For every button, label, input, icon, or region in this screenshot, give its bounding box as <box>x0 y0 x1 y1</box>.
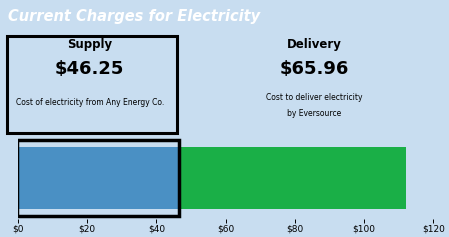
Bar <box>17 140 179 216</box>
Bar <box>178 147 406 209</box>
Text: by Eversource: by Eversource <box>287 109 341 118</box>
Text: $46.25: $46.25 <box>55 60 124 78</box>
Text: Supply: Supply <box>67 38 112 51</box>
Text: Current Charges for Electricity: Current Charges for Electricity <box>8 9 260 23</box>
Bar <box>18 147 178 209</box>
Text: $65.96: $65.96 <box>280 60 349 78</box>
FancyBboxPatch shape <box>7 36 177 133</box>
Text: Cost of electricity from Any Energy Co.: Cost of electricity from Any Energy Co. <box>16 98 164 107</box>
Text: Cost to deliver electricity: Cost to deliver electricity <box>266 93 362 102</box>
Text: Delivery: Delivery <box>287 38 342 51</box>
